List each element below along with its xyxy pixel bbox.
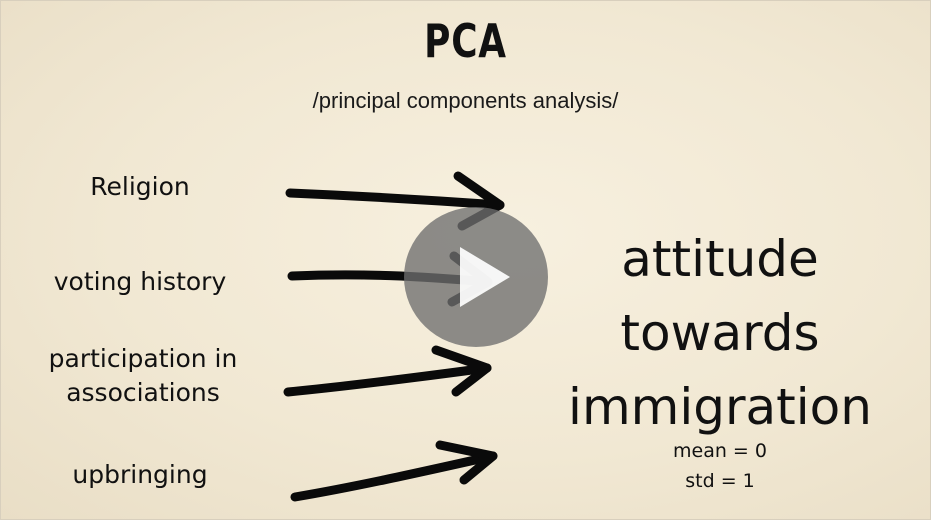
mean-label: mean = 0 [673, 440, 767, 462]
input-factor-upbringing: upbringing [40, 458, 240, 492]
outcome-line: immigration [568, 378, 872, 436]
input-factor-label: participation in [48, 344, 238, 373]
outcome-label: attitude towards immigration [555, 222, 885, 444]
outcome-line: attitude [621, 230, 819, 288]
outcome-stats: mean = 0 std = 1 [620, 436, 820, 496]
arrow-upbringing [290, 440, 498, 502]
input-factor-voting-history: voting history [20, 265, 260, 299]
play-icon [460, 247, 510, 307]
outcome-line: towards [620, 304, 820, 362]
slide-title: PCA [424, 14, 507, 68]
std-label: std = 1 [685, 470, 755, 492]
slide-subtitle: /principal components analysis/ [312, 88, 619, 113]
input-factor-label: voting history [53, 267, 227, 296]
input-factor-label: associations [66, 378, 220, 407]
video-play-button[interactable] [404, 207, 548, 347]
input-factor-label: Religion [90, 172, 190, 201]
arrow-participation [283, 345, 492, 397]
input-factor-participation: participation in associations [18, 342, 268, 410]
input-factor-religion: Religion [40, 170, 240, 204]
input-factor-label: upbringing [72, 460, 208, 489]
